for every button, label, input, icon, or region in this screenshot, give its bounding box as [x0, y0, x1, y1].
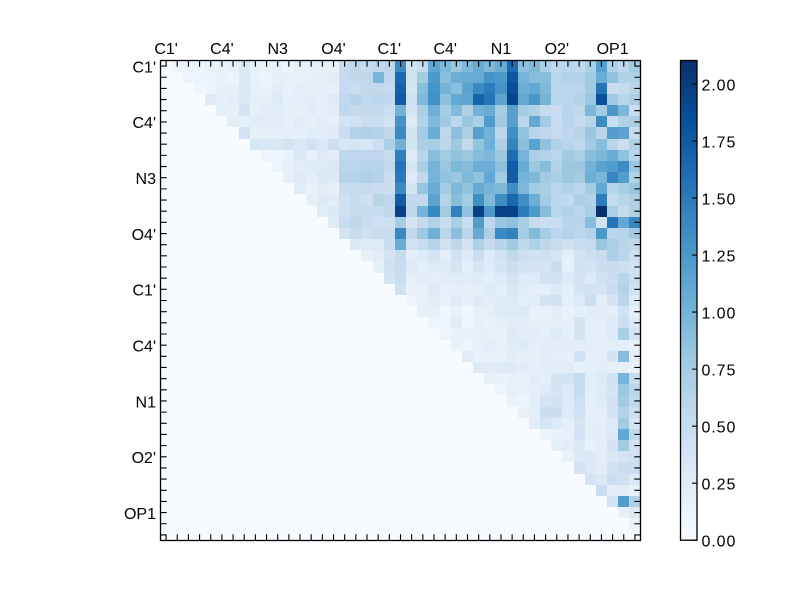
svg-text:O2': O2' [545, 41, 569, 58]
svg-text:C4': C4' [210, 41, 234, 58]
svg-text:OP1: OP1 [597, 41, 629, 58]
svg-text:O4': O4' [321, 41, 345, 58]
svg-text:N1: N1 [491, 41, 512, 58]
svg-text:C4': C4' [132, 115, 156, 132]
svg-text:C1': C1' [154, 41, 178, 58]
svg-text:0.50: 0.50 [702, 419, 737, 436]
svg-text:1.75: 1.75 [702, 134, 737, 151]
svg-text:C1': C1' [378, 41, 402, 58]
svg-text:N1: N1 [136, 394, 157, 411]
svg-text:1.00: 1.00 [702, 305, 737, 322]
svg-text:C1': C1' [132, 59, 156, 76]
svg-text:C4': C4' [433, 41, 457, 58]
svg-text:2.00: 2.00 [702, 77, 737, 94]
svg-text:0.25: 0.25 [702, 477, 737, 494]
svg-text:N3: N3 [136, 171, 157, 188]
svg-text:N3: N3 [267, 41, 288, 58]
svg-text:C4': C4' [132, 339, 156, 356]
svg-text:O2': O2' [132, 450, 156, 467]
svg-text:1.50: 1.50 [702, 191, 737, 208]
svg-text:1.25: 1.25 [702, 248, 737, 265]
svg-text:OP1: OP1 [124, 506, 156, 523]
svg-text:O4': O4' [132, 227, 156, 244]
svg-text:0.00: 0.00 [702, 534, 737, 551]
svg-text:C1': C1' [132, 283, 156, 300]
svg-text:0.75: 0.75 [702, 362, 737, 379]
